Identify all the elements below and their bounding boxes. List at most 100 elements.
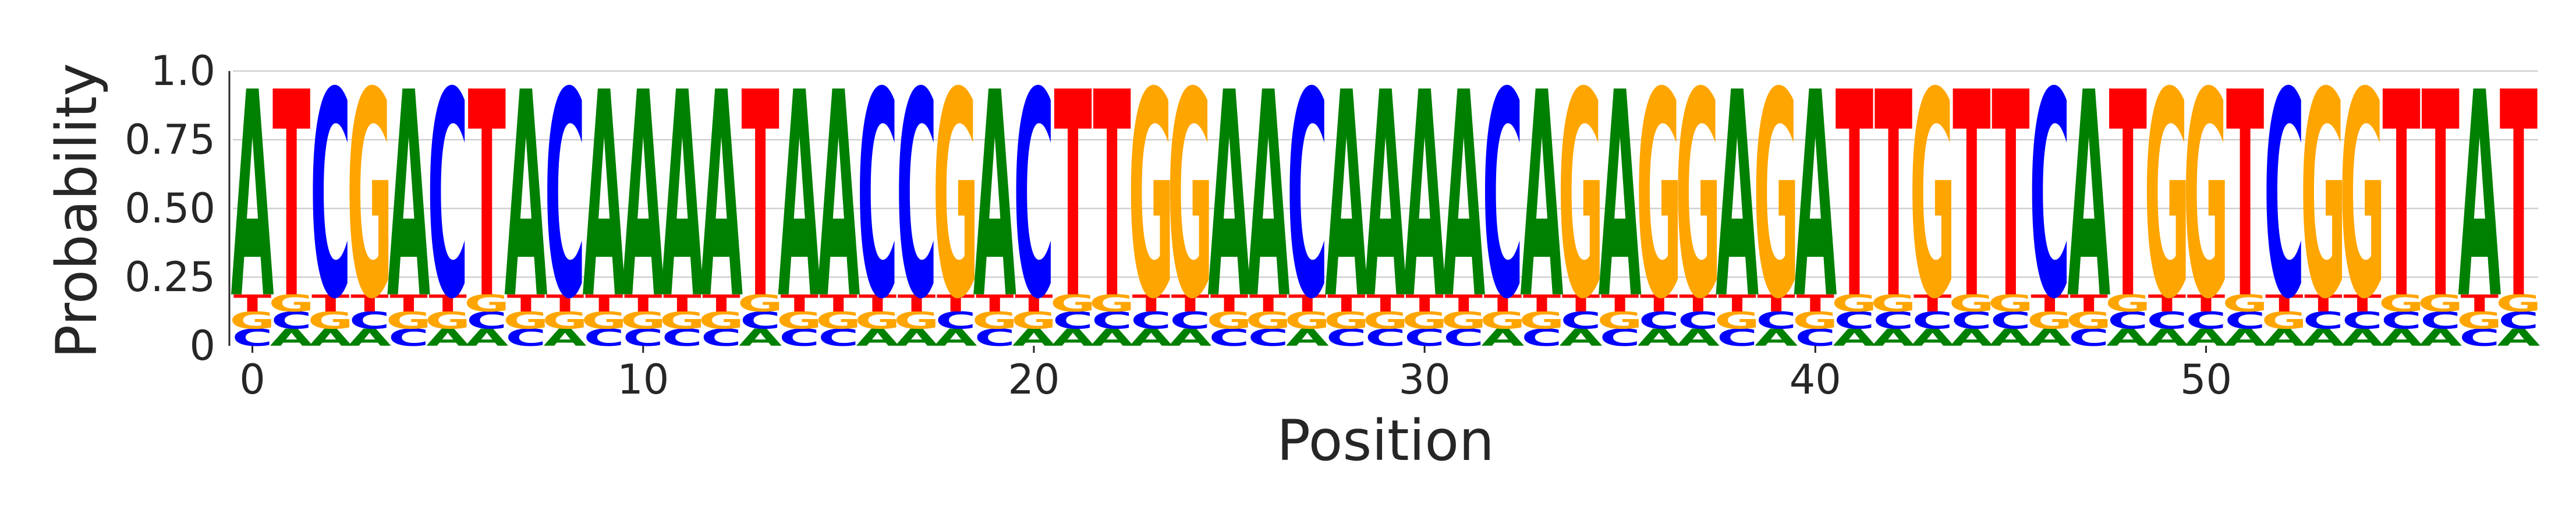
logo-letter-G-pos-30: G (1402, 307, 1448, 335)
logo-letter-G-pos-56: G (2418, 290, 2464, 317)
logo-letter-T-pos-56: T (2422, 33, 2460, 361)
logo-letter-T-pos-35: T (1601, 290, 1639, 317)
logo-letter-C-pos-37: C (1678, 307, 1718, 335)
logo-letter-G-pos-38: G (1714, 307, 1760, 335)
logo-letter-T-pos-23: T (1132, 290, 1170, 317)
logo-letter-G-pos-13: G (738, 290, 784, 317)
logo-letter-G-pos-0: G (229, 307, 275, 335)
logo-letter-T-pos-47: T (2070, 290, 2107, 317)
logo-letter-A-pos-38: A (1716, 33, 1759, 361)
logo-letter-G-pos-54: G (2340, 33, 2386, 361)
logo-letter-T-pos-45: T (1992, 33, 2030, 361)
logo-letter-G-pos-42: G (1870, 290, 1916, 317)
x-tick-label-3: 30 (1399, 356, 1451, 403)
logo-letter-T-pos-26: T (1249, 290, 1287, 317)
logo-letter-T-pos-6: T (468, 33, 506, 361)
logo-letter-A-pos-51: A (2224, 324, 2267, 352)
logo-letter-T-pos-3: T (350, 290, 388, 317)
x-tick-label-1: 10 (617, 356, 669, 403)
logo-letter-C-pos-6: C (466, 307, 507, 335)
logo-letter-A-pos-44: A (1950, 324, 1993, 352)
logo-letter-A-pos-36: A (1638, 324, 1681, 352)
logo-letter-C-pos-16: C (857, 33, 898, 361)
logo-letter-G-pos-7: G (503, 307, 549, 335)
logo-letter-A-pos-24: A (1168, 324, 1211, 352)
logo-letter-C-pos-41: C (1834, 307, 1875, 335)
logo-letter-A-pos-56: A (2419, 324, 2462, 352)
logo-letter-T-pos-36: T (1640, 290, 1678, 317)
logo-letter-C-pos-24: C (1170, 307, 1210, 335)
logo-letter-A-pos-41: A (1833, 324, 1876, 352)
logo-letter-G-pos-26: G (1245, 307, 1291, 335)
logo-letter-T-pos-25: T (1210, 290, 1248, 317)
logo-letter-A-pos-23: A (1129, 324, 1172, 352)
logo-letter-G-pos-27: G (1284, 307, 1330, 335)
y-tick-label-4: 1.0 (151, 47, 215, 95)
logo-letter-G-pos-3: G (347, 33, 393, 361)
logo-letter-T-pos-38: T (1718, 290, 1756, 317)
logo-letter-C-pos-12: C (701, 324, 742, 352)
logo-letter-C-pos-33: C (1521, 324, 1562, 352)
logo-letter-A-pos-58: A (2497, 324, 2540, 352)
logo-letter-T-pos-53: T (2304, 290, 2342, 317)
logo-letter-T-pos-16: T (859, 290, 897, 317)
logo-letter-C-pos-28: C (1326, 324, 1367, 352)
x-tick-label-0: 0 (239, 356, 265, 403)
logo-letter-T-pos-2: T (311, 290, 349, 317)
logo-letter-G-pos-19: G (972, 307, 1018, 335)
logo-letter-A-pos-17: A (895, 324, 938, 352)
logo-letter-A-pos-2: A (309, 324, 352, 352)
logo-letter-T-pos-48: T (2109, 33, 2148, 361)
logo-letter-C-pos-9: C (584, 324, 625, 352)
logo-letter-A-pos-33: A (1520, 33, 1564, 361)
logo-letter-T-pos-28: T (1327, 290, 1365, 317)
logo-letter-C-pos-17: C (896, 33, 937, 361)
logo-letter-A-pos-32: A (1481, 324, 1524, 352)
logo-letter-G-pos-4: G (386, 307, 432, 335)
x-axis-label: Position (1277, 408, 1494, 473)
logo-letter-A-pos-6: A (465, 324, 508, 352)
logo-letter-G-pos-44: G (1948, 290, 1994, 317)
logo-letter-A-pos-34: A (1560, 324, 1603, 352)
logo-letter-T-pos-24: T (1171, 290, 1209, 317)
logo-letter-A-pos-30: A (1403, 33, 1447, 361)
logo-letter-T-pos-21: T (1054, 33, 1092, 361)
logo-letter-A-pos-25: A (1207, 33, 1251, 361)
logo-letter-T-pos-7: T (507, 290, 545, 317)
logo-letter-C-pos-3: C (349, 307, 390, 335)
logo-letter-A-pos-13: A (739, 324, 782, 352)
logo-letter-A-pos-16: A (856, 324, 899, 352)
logo-letter-T-pos-22: T (1093, 33, 1132, 361)
logo-letter-C-pos-13: C (740, 307, 781, 335)
logo-letter-C-pos-36: C (1639, 307, 1679, 335)
logo-letter-A-pos-47: A (2067, 33, 2111, 361)
logo-letter-G-pos-24: G (1167, 33, 1213, 361)
logo-letter-A-pos-31: A (1442, 33, 1486, 361)
logo-letter-G-pos-57: G (2457, 307, 2503, 335)
logo-letter-T-pos-54: T (2343, 290, 2381, 317)
logo-letter-C-pos-58: C (2498, 307, 2539, 335)
logo-letter-G-pos-58: G (2496, 290, 2542, 317)
logo-letter-C-pos-53: C (2303, 307, 2344, 335)
logo-letter-T-pos-5: T (428, 290, 466, 317)
logo-letter-T-pos-32: T (1484, 290, 1522, 317)
logo-letter-T-pos-34: T (1562, 290, 1600, 317)
logo-letter-C-pos-29: C (1365, 324, 1406, 352)
logo-letter-A-pos-14: A (778, 33, 821, 361)
logo-letter-G-pos-23: G (1128, 33, 1174, 361)
logo-letter-C-pos-14: C (779, 324, 820, 352)
logo-letter-A-pos-4: A (387, 33, 431, 361)
logo-letter-T-pos-57: T (2461, 290, 2499, 317)
logo-letter-T-pos-39: T (1758, 290, 1795, 317)
logo-letter-C-pos-42: C (1873, 307, 1914, 335)
y-tick-label-2: 0.50 (125, 185, 215, 232)
logo-letter-G-pos-31: G (1441, 307, 1487, 335)
logo-letter-A-pos-45: A (1989, 324, 2032, 352)
x-tick-label-4: 40 (1790, 356, 1841, 403)
logo-letter-A-pos-8: A (543, 324, 586, 352)
logo-letter-G-pos-35: G (1597, 307, 1643, 335)
logo-letter-C-pos-38: C (1717, 324, 1758, 352)
logo-letter-C-pos-32: C (1482, 33, 1523, 361)
logo-letter-T-pos-55: T (2382, 33, 2421, 361)
